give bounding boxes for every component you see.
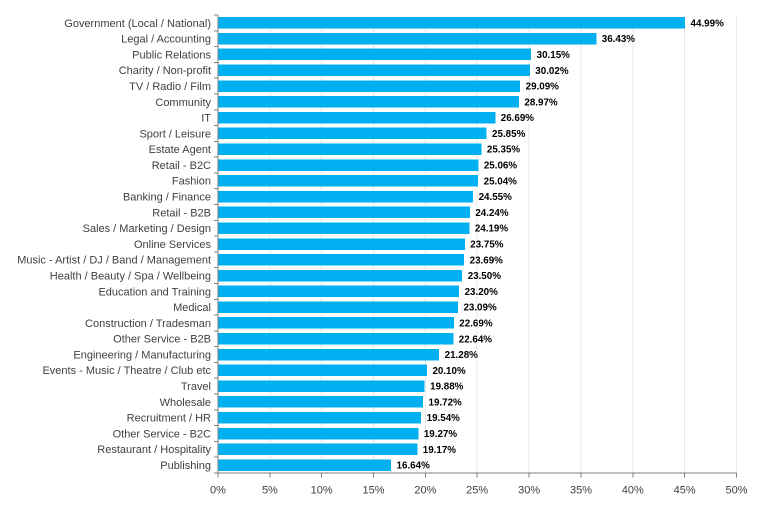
svg-text:23.20%: 23.20%: [465, 287, 499, 298]
svg-text:30.15%: 30.15%: [537, 50, 571, 61]
svg-text:Music - Artist / DJ / Band / M: Music - Artist / DJ / Band / Management: [17, 255, 211, 267]
svg-text:30.02%: 30.02%: [535, 66, 569, 77]
svg-text:25%: 25%: [466, 485, 488, 497]
svg-text:IT: IT: [201, 113, 211, 125]
svg-text:24.19%: 24.19%: [475, 224, 509, 235]
svg-text:25.06%: 25.06%: [484, 161, 518, 172]
svg-text:26.69%: 26.69%: [501, 113, 535, 124]
svg-text:Engineering / Manufacturing: Engineering / Manufacturing: [73, 349, 211, 361]
svg-text:36.43%: 36.43%: [602, 34, 636, 45]
svg-text:20.10%: 20.10%: [432, 366, 466, 377]
svg-text:Government (Local / National): Government (Local / National): [64, 18, 211, 30]
svg-text:50%: 50%: [725, 485, 747, 497]
svg-text:19.88%: 19.88%: [430, 382, 464, 393]
svg-text:Public Relations: Public Relations: [132, 49, 211, 61]
svg-text:Legal / Accounting: Legal / Accounting: [121, 34, 211, 46]
svg-text:Sport / Leisure: Sport / Leisure: [139, 128, 211, 140]
svg-text:29.09%: 29.09%: [526, 82, 560, 93]
svg-text:Charity / Non-profit: Charity / Non-profit: [119, 65, 211, 77]
svg-text:19.17%: 19.17%: [423, 445, 457, 456]
svg-text:Education and Training: Education and Training: [98, 286, 211, 298]
svg-text:24.24%: 24.24%: [475, 208, 509, 219]
svg-text:45%: 45%: [674, 485, 696, 497]
svg-text:Sales / Marketing / Design: Sales / Marketing / Design: [83, 223, 211, 235]
svg-text:35%: 35%: [570, 485, 592, 497]
svg-text:Medical: Medical: [173, 302, 211, 314]
svg-text:Publishing: Publishing: [160, 460, 211, 472]
svg-text:22.69%: 22.69%: [459, 318, 493, 329]
svg-text:21.28%: 21.28%: [445, 350, 479, 361]
svg-text:22.64%: 22.64%: [459, 334, 493, 345]
svg-text:10%: 10%: [311, 485, 333, 497]
svg-text:Community: Community: [155, 97, 211, 109]
svg-text:44.99%: 44.99%: [691, 18, 725, 29]
svg-text:19.54%: 19.54%: [427, 413, 461, 424]
svg-text:16.64%: 16.64%: [397, 461, 431, 472]
svg-text:25.85%: 25.85%: [492, 129, 526, 140]
svg-text:28.97%: 28.97%: [524, 97, 558, 108]
svg-text:20%: 20%: [414, 485, 436, 497]
svg-text:25.04%: 25.04%: [484, 176, 518, 187]
svg-text:Banking / Finance: Banking / Finance: [123, 192, 211, 204]
svg-text:Other Service - B2B: Other Service - B2B: [113, 334, 211, 346]
svg-text:25.35%: 25.35%: [487, 145, 521, 156]
svg-text:Restaurant / Hospitality: Restaurant / Hospitality: [97, 444, 211, 456]
svg-text:30%: 30%: [518, 485, 540, 497]
svg-text:23.75%: 23.75%: [470, 240, 504, 251]
svg-text:5%: 5%: [262, 485, 278, 497]
svg-text:Estate Agent: Estate Agent: [149, 144, 211, 156]
svg-text:40%: 40%: [622, 485, 644, 497]
svg-text:23.69%: 23.69%: [470, 255, 504, 266]
svg-text:Wholesale: Wholesale: [160, 397, 211, 409]
svg-text:Travel: Travel: [181, 381, 211, 393]
svg-text:23.50%: 23.50%: [468, 271, 502, 282]
svg-text:Events - Music / Theatre / Clu: Events - Music / Theatre / Club etc: [42, 365, 211, 377]
svg-text:TV / Radio / Film: TV / Radio / Film: [129, 81, 211, 93]
svg-text:15%: 15%: [362, 485, 384, 497]
svg-text:Construction / Tradesman: Construction / Tradesman: [85, 318, 211, 330]
svg-text:Recruitment / HR: Recruitment / HR: [127, 413, 211, 425]
svg-text:Retail - B2C: Retail - B2C: [152, 160, 211, 172]
svg-text:23.09%: 23.09%: [463, 303, 497, 314]
svg-text:Retail - B2B: Retail - B2B: [152, 207, 211, 219]
svg-text:19.27%: 19.27%: [424, 429, 458, 440]
svg-text:0%: 0%: [210, 485, 226, 497]
svg-text:Health / Beauty / Spa / Wellbe: Health / Beauty / Spa / Wellbeing: [50, 270, 211, 282]
svg-text:19.72%: 19.72%: [429, 397, 463, 408]
svg-text:24.55%: 24.55%: [479, 192, 513, 203]
svg-text:Other Service - B2C: Other Service - B2C: [113, 428, 211, 440]
svg-text:Fashion: Fashion: [172, 176, 211, 188]
svg-text:Online Services: Online Services: [134, 239, 212, 251]
